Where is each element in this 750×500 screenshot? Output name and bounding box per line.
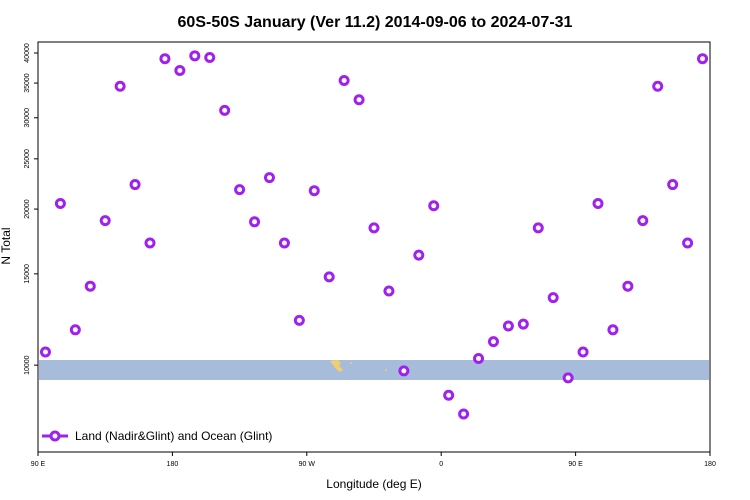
data-point — [667, 179, 679, 191]
data-point — [174, 65, 186, 77]
data-point — [323, 271, 335, 283]
data-point — [443, 389, 455, 401]
x-tick-label: 0 — [439, 461, 443, 468]
data-point — [219, 104, 231, 116]
data-point — [473, 352, 485, 364]
data-point — [204, 52, 216, 64]
data-point — [129, 179, 141, 191]
y-tick-label: 30000 — [24, 108, 31, 128]
data-point — [607, 324, 619, 336]
data-point — [697, 53, 709, 65]
data-point — [353, 94, 365, 106]
y-tick-label: 25000 — [24, 149, 31, 169]
data-point — [234, 184, 246, 196]
data-point — [368, 222, 380, 234]
legend: Land (Nadir&Glint) and Ocean (Glint) — [42, 429, 272, 443]
data-point — [159, 53, 171, 65]
x-tick-label: 90 E — [31, 461, 46, 468]
data-point — [487, 336, 499, 348]
land-dot — [385, 369, 387, 371]
data-point — [249, 216, 261, 228]
data-point — [517, 318, 529, 330]
data-point — [652, 80, 664, 92]
plot-frame — [37, 41, 711, 453]
data-point — [144, 237, 156, 249]
x-tick-label: 90 W — [299, 461, 316, 468]
data-point — [338, 74, 350, 86]
data-point — [592, 198, 604, 210]
land-mass — [330, 360, 343, 372]
data-point — [502, 320, 514, 332]
data-point — [532, 222, 544, 234]
data-point — [577, 346, 589, 358]
x-axis: 90 E 180 90 W 0 90 E 180 — [31, 452, 716, 468]
data-point — [54, 198, 66, 210]
ocean-band — [39, 360, 709, 380]
data-points — [39, 50, 709, 420]
y-tick-label: 10000 — [24, 355, 31, 375]
legend-marker — [49, 430, 61, 442]
data-point — [69, 324, 81, 336]
data-point — [458, 408, 470, 420]
x-tick-label: 180 — [167, 461, 179, 468]
data-point — [39, 346, 51, 358]
data-point — [99, 215, 111, 227]
y-tick-label: 15000 — [24, 264, 31, 284]
y-axis: 10000 15000 20000 25000 30000 35000 40000 — [24, 43, 38, 375]
data-point — [562, 372, 574, 384]
y-tick-label: 40000 — [24, 43, 31, 63]
x-axis-label: Longitude (deg E) — [326, 477, 421, 491]
data-point — [413, 249, 425, 261]
data-point — [278, 237, 290, 249]
chart-title: 60S-50S January (Ver 11.2) 2014-09-06 to… — [178, 14, 573, 31]
y-tick-label: 35000 — [24, 73, 31, 93]
data-point — [114, 80, 126, 92]
land-dot — [350, 362, 352, 364]
data-point — [682, 237, 694, 249]
y-tick-label: 20000 — [24, 199, 31, 219]
legend-label: Land (Nadir&Glint) and Ocean (Glint) — [75, 429, 272, 443]
data-point — [293, 314, 305, 326]
data-point — [84, 280, 96, 292]
data-point — [622, 280, 634, 292]
data-point — [398, 365, 410, 377]
data-point — [263, 172, 275, 184]
data-point — [189, 50, 201, 62]
data-point — [383, 285, 395, 297]
data-point — [637, 215, 649, 227]
data-point — [308, 185, 320, 197]
y-axis-label: N Total — [0, 227, 13, 264]
data-point — [428, 200, 440, 212]
map-strip — [39, 360, 709, 380]
data-point — [547, 292, 559, 304]
x-tick-label: 90 E — [568, 461, 583, 468]
x-tick-label: 180 — [704, 461, 716, 468]
